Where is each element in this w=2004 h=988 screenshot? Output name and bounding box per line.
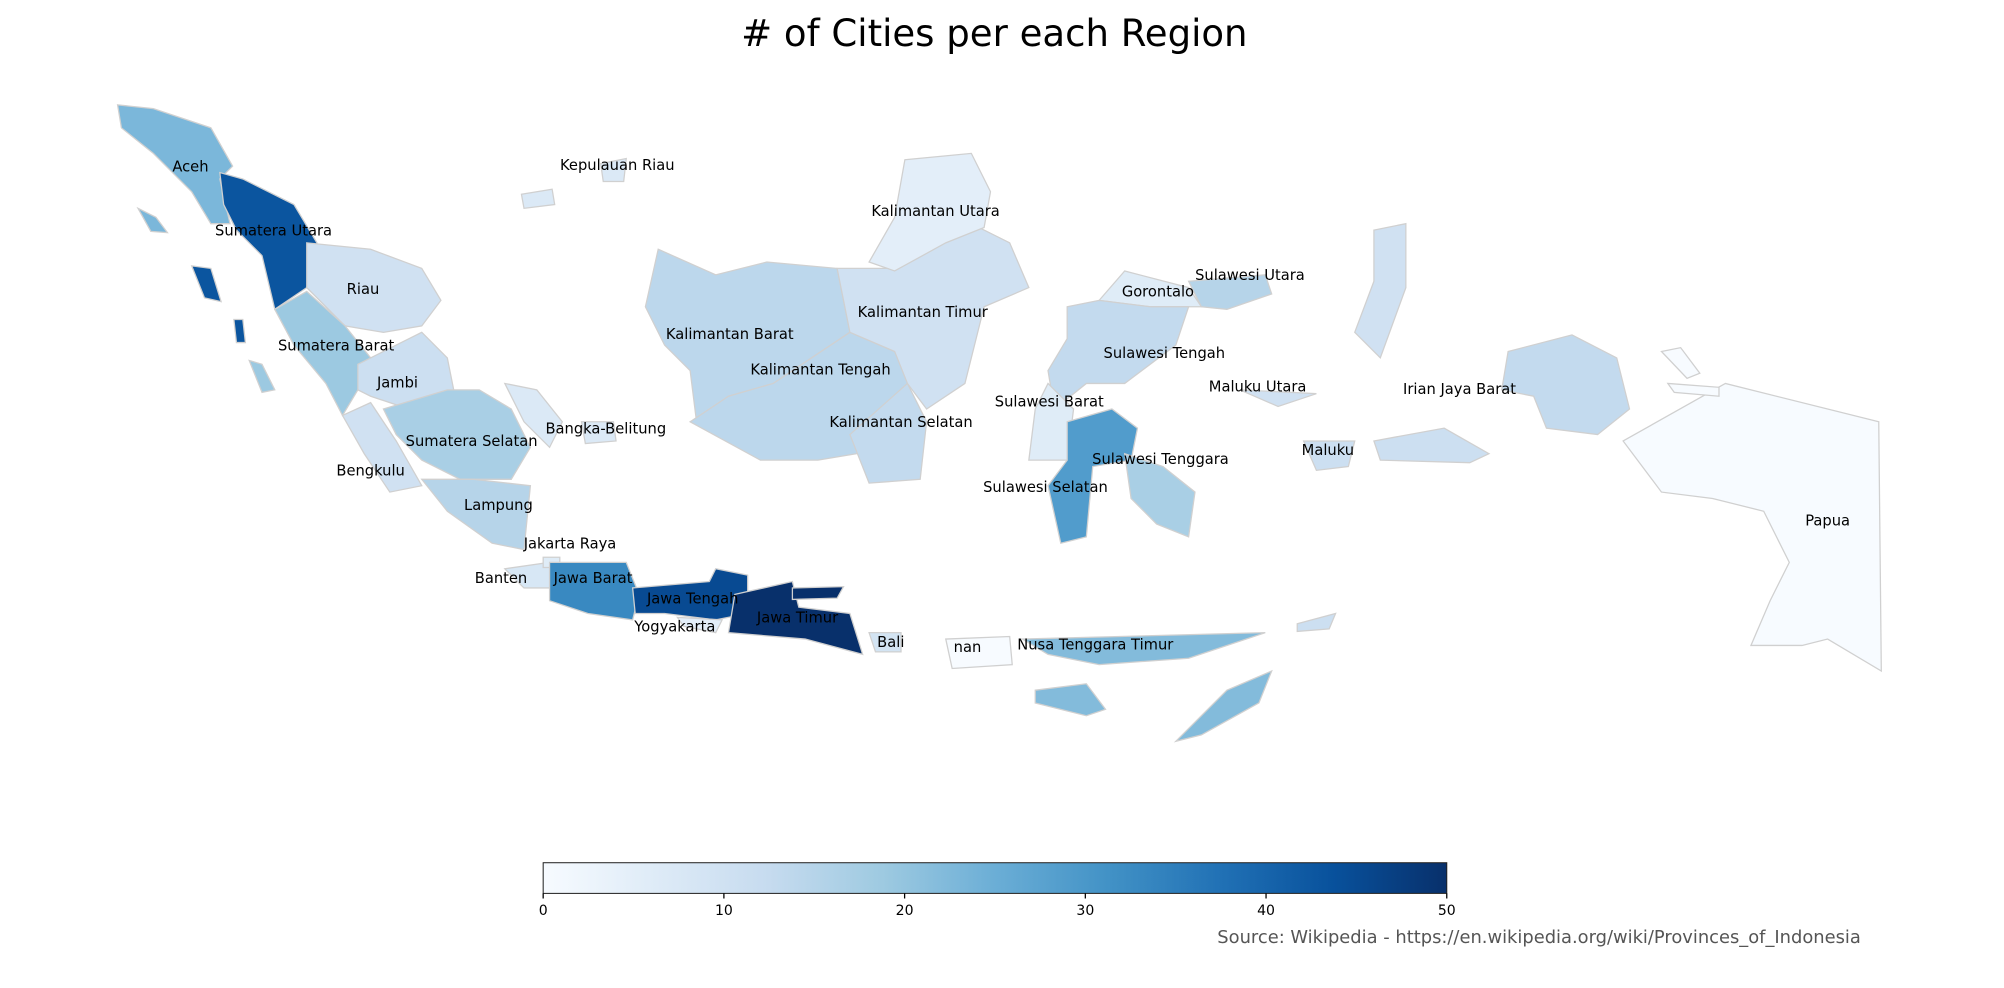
region-maluku: [1302, 440, 1356, 472]
label-riau: Riau: [347, 281, 380, 298]
label-gorontalo: Gorontalo: [1122, 284, 1194, 301]
region-nan: [944, 635, 1013, 670]
region-papua-yapen: [1666, 382, 1720, 397]
colorbar-tick-label: 50: [1438, 903, 1456, 919]
region-sumatera-utara: [219, 171, 318, 311]
region-sulawesi-tenggara: [1123, 452, 1196, 538]
colorbar-gradient: [542, 862, 1448, 894]
colorbar-tick-label: 10: [715, 903, 733, 919]
label-bangka-belitung: Bangka-Belitung: [545, 420, 666, 437]
region-kepulauan-riau: [520, 188, 556, 210]
map-title: # of Cities per each Region: [741, 12, 1247, 55]
label-sulawesi-selatan: Sulawesi Selatan: [983, 479, 1108, 496]
region-sulawesi-selatan: [1047, 408, 1139, 544]
region-bengkulu: [341, 401, 423, 493]
label-jambi: Jambi: [376, 374, 418, 391]
label-sulawesi-utara: Sulawesi Utara: [1195, 267, 1305, 284]
colorbar-ticks: 0 10 20 30 40 50: [539, 893, 1456, 919]
label-irian-jaya-barat: Irian Jaya Barat: [1403, 381, 1516, 398]
label-kepulauan-riau: Kepulauan Riau: [560, 157, 675, 174]
colorbar-tick-label: 0: [539, 903, 548, 919]
colorbar: 0 10 20 30 40 50: [539, 862, 1456, 919]
label-lampung: Lampung: [464, 497, 533, 514]
label-banten: Banten: [475, 570, 528, 587]
region-sumatera-selatan: [382, 389, 532, 480]
colorbar-tick-label: 20: [896, 903, 914, 919]
label-sulawesi-tengah: Sulawesi Tengah: [1104, 345, 1226, 362]
region-sulawesi-tengah: [1047, 299, 1190, 411]
region-maluku-south: [1296, 612, 1337, 633]
region-belitung: [580, 421, 617, 445]
label-kalimantan-selatan: Kalimantan Selatan: [829, 414, 972, 431]
region-sumatera-utara-small: [233, 318, 247, 344]
region-kalimantan-utara: [868, 152, 992, 272]
region-jawa-barat: [548, 561, 640, 621]
region-timor: [1173, 669, 1273, 743]
label-jawa-barat: Jawa Barat: [553, 570, 633, 587]
region-sulawesi-barat: [1028, 382, 1075, 461]
region-lampung: [420, 478, 532, 551]
label-maluku: Maluku: [1302, 442, 1354, 459]
label-sumatera-selatan: Sumatera Selatan: [406, 433, 538, 450]
region-jawa-timur: [727, 580, 864, 656]
label-nusa-tenggara-timur: Nusa Tenggara Timur: [1017, 636, 1174, 653]
region-kalimantan-selatan: [849, 382, 928, 484]
label-kalimantan-timur: Kalimantan Timur: [858, 304, 989, 321]
region-nusa-tenggara-timur: [1020, 632, 1266, 666]
region-mentawai: [248, 359, 276, 394]
label-bengkulu: Bengkulu: [336, 463, 405, 480]
region-yogyakarta: [676, 616, 724, 634]
region-irian-jaya-barat: [1500, 334, 1631, 436]
region-sulawesi-utara: [1187, 274, 1273, 310]
region-papua: [1622, 382, 1882, 673]
region-papua-biak: [1660, 346, 1701, 380]
source-caption: Source: Wikipedia - https://en.wikipedia…: [1217, 927, 1861, 948]
label-jakarta-raya: Jakarta Raya: [523, 535, 617, 552]
label-jawa-timur: Jawa Timur: [756, 610, 839, 627]
region-sumatera-utara-nias: [190, 265, 223, 303]
label-bali: Bali: [877, 634, 904, 651]
region-bangka-belitung: [503, 382, 564, 449]
region-aceh: [116, 104, 234, 225]
label-sulawesi-tenggara: Sulawesi Tenggara: [1092, 451, 1229, 468]
label-maluku-utara: Maluku Utara: [1209, 378, 1307, 395]
region-seram: [1373, 427, 1491, 464]
label-nan: nan: [954, 639, 982, 656]
label-kalimantan-barat: Kalimantan Barat: [666, 326, 794, 343]
label-papua: Papua: [1805, 512, 1850, 529]
label-sulawesi-barat: Sulawesi Barat: [995, 394, 1104, 411]
label-jawa-tengah: Jawa Tengah: [646, 590, 738, 607]
region-riau: [306, 242, 442, 333]
region-madura: [791, 585, 845, 601]
region-aceh-simeulue: [136, 206, 169, 234]
colorbar-tick-label: 40: [1257, 903, 1275, 919]
region-sumba: [1034, 683, 1107, 717]
region-maluku-utara: [1354, 222, 1407, 360]
region-bali: [868, 632, 902, 653]
region-kepulauan-riau-2: [599, 157, 627, 183]
map-regions: [116, 104, 1882, 743]
label-sumatera-barat: Sumatera Barat: [278, 337, 395, 354]
label-kalimantan-utara: Kalimantan Utara: [871, 203, 999, 220]
label-sumatera-utara: Sumatera Utara: [215, 222, 332, 239]
label-kalimantan-tengah: Kalimantan Tengah: [750, 362, 890, 379]
region-labels: Aceh Sumatera Utara Riau Sumatera Barat …: [172, 157, 1850, 656]
colorbar-tick-label: 30: [1076, 903, 1094, 919]
region-maluku-utara-2: [1239, 389, 1317, 408]
label-yogyakarta: Yogyakarta: [633, 619, 715, 636]
label-aceh: Aceh: [172, 158, 208, 175]
